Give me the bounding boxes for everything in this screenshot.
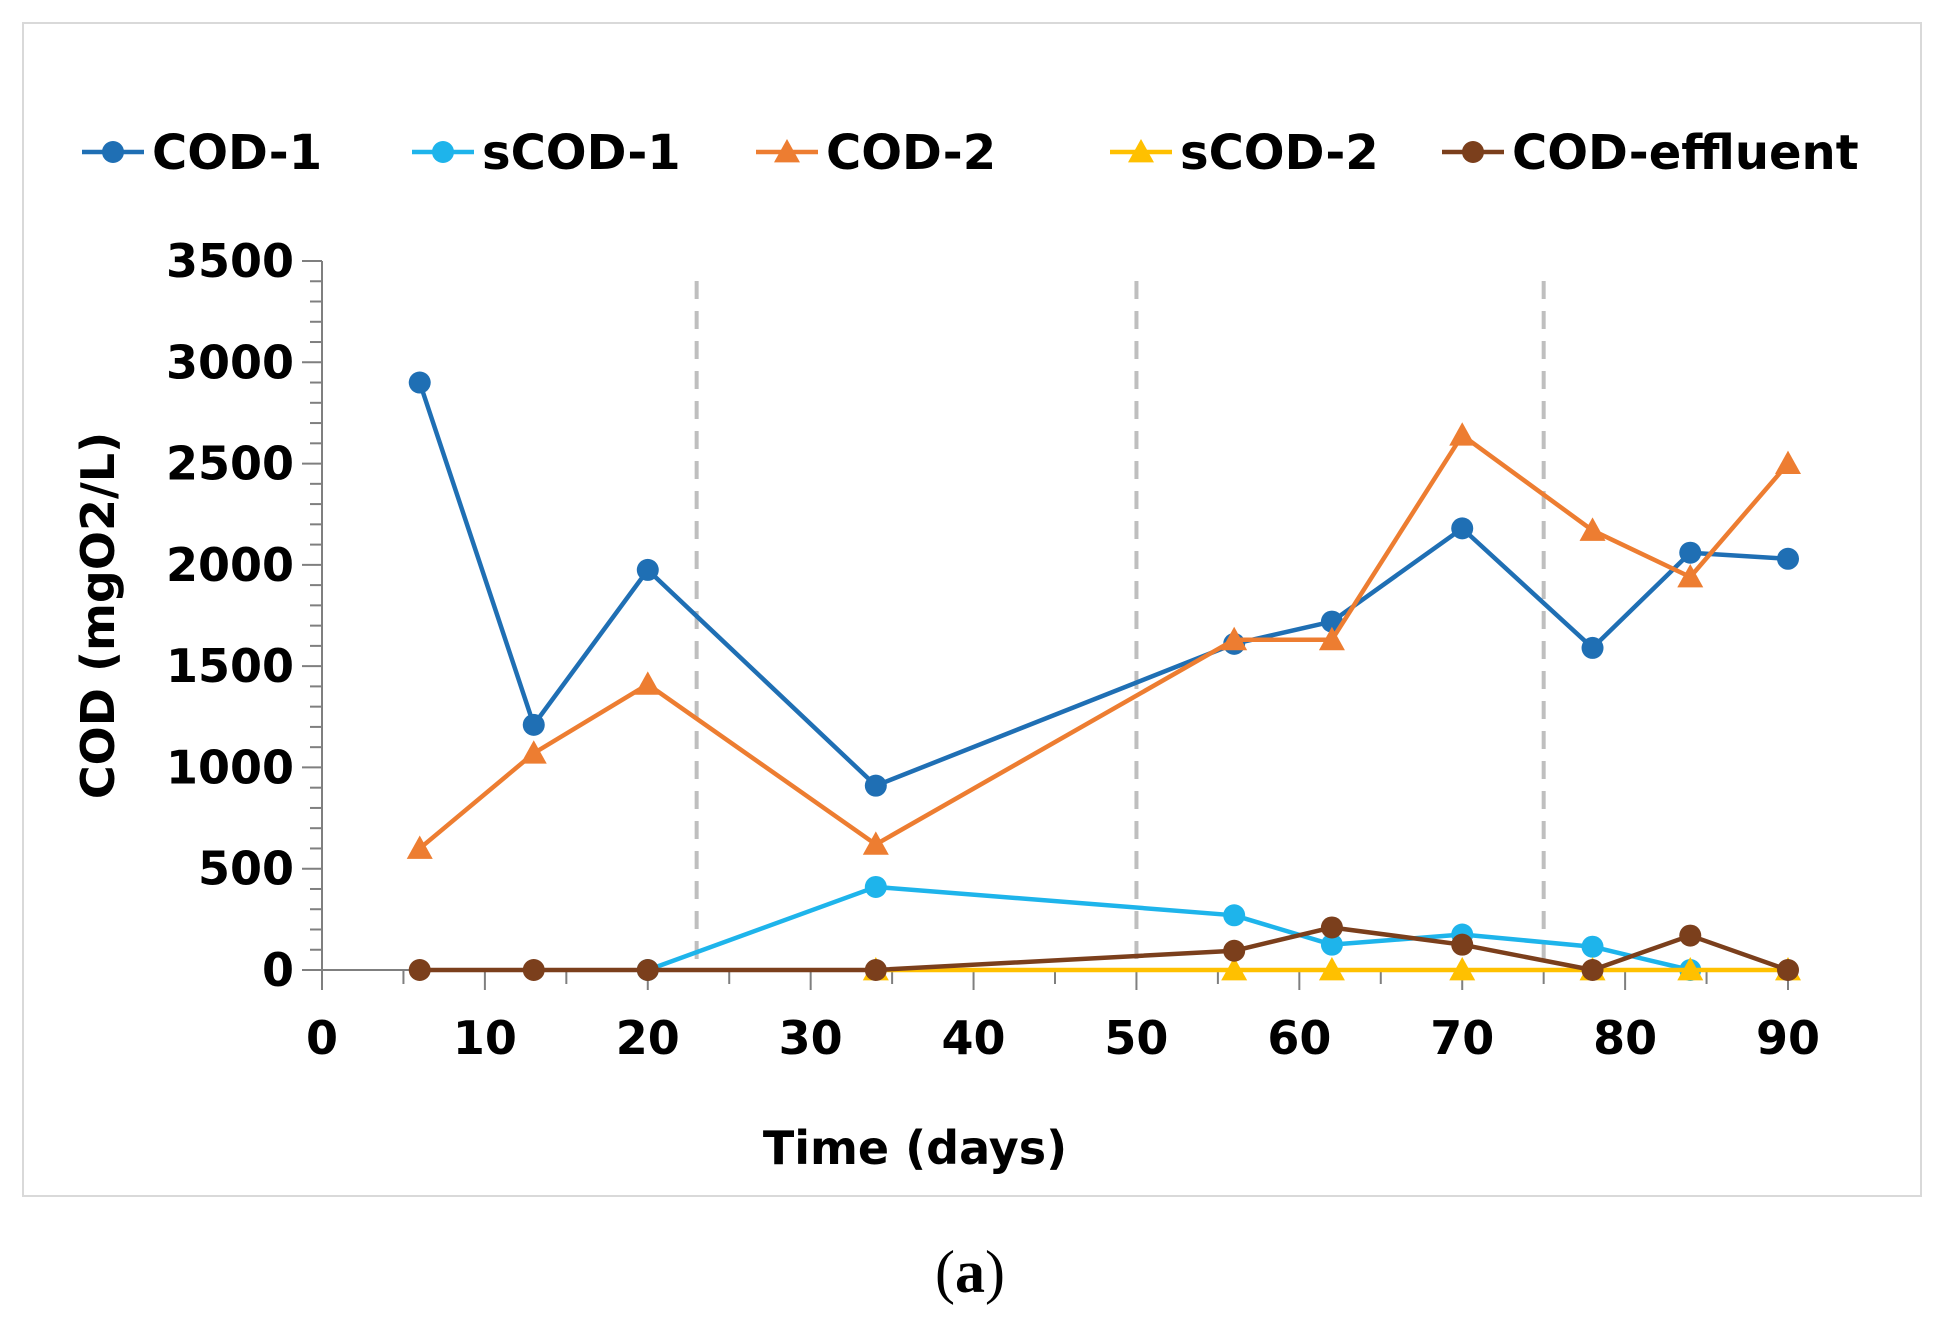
x-tick-label: 0 (306, 1011, 338, 1065)
y-tick-label: 1500 (166, 639, 294, 693)
data-point-scod-2 (1221, 957, 1248, 981)
y-axis-title: COD (mgO2/L) (71, 432, 125, 799)
data-point-cod-effluent (1679, 924, 1702, 947)
legend: COD-1 sCOD-1 COD-2 sCOD-2 COD-effluent (82, 125, 1859, 181)
x-tick-label: 10 (453, 1011, 517, 1065)
x-tick-label: 30 (779, 1011, 843, 1065)
data-point-cod-effluent (522, 959, 545, 981)
panel-label-letter: a (955, 1239, 985, 1305)
panel-label-open: ( (935, 1239, 955, 1305)
chart-frame: 0 500 1000 1500 2000 2500 3000 3500 0 10 20 30 40 50 6… (22, 22, 1922, 1197)
data-point-cod-effluent (1581, 959, 1604, 981)
y-tick-label: 3000 (166, 335, 294, 389)
data-point-cod-2 (1775, 450, 1801, 474)
y-tick-label: 2500 (166, 437, 294, 491)
data-point-cod-1 (1777, 547, 1799, 570)
data-point-cod-2 (406, 835, 433, 859)
legend-swatch-marker-cod-2 (774, 139, 800, 163)
data-point-cod-2 (862, 831, 889, 855)
x-tick-label: 60 (1267, 1011, 1331, 1065)
data-point-cod-1 (1679, 541, 1702, 564)
x-tick-label: 40 (942, 1011, 1006, 1065)
data-point-scod-1 (1223, 904, 1246, 927)
legend-label-cod-1: COD-1 (152, 125, 322, 181)
y-tick-label: 1000 (166, 740, 294, 794)
legend-label-scod-1: sCOD-1 (482, 125, 681, 181)
series-cod-1 (408, 371, 1799, 797)
data-point-cod-1 (408, 371, 431, 394)
data-point-cod-1 (1451, 517, 1474, 540)
data-point-scod-1 (1581, 935, 1604, 958)
axes-group: 0 500 1000 1500 2000 2500 3000 3500 0 10 20 30 40 50 6… (71, 234, 1820, 1175)
data-point-cod-effluent (636, 959, 659, 981)
data-point-cod-effluent (1320, 916, 1343, 939)
data-point-cod-effluent (408, 959, 431, 981)
data-point-cod-2 (1677, 564, 1704, 588)
series-cod-effluent (408, 916, 1799, 981)
panel-label: (a) (0, 1238, 1940, 1307)
y-tick-label: 500 (198, 842, 294, 896)
data-point-cod-1 (1581, 636, 1604, 659)
x-tick-label: 70 (1430, 1011, 1494, 1065)
data-point-cod-2 (1449, 422, 1476, 446)
data-point-cod-2 (1579, 517, 1606, 541)
data-point-cod-effluent (1223, 939, 1246, 962)
legend-swatch-marker-cod-1 (102, 141, 124, 163)
data-point-cod-2 (1318, 626, 1345, 651)
data-point-cod-effluent (1777, 959, 1799, 981)
legend-label-cod-effluent: COD-effluent (1512, 125, 1859, 181)
data-point-cod-1 (864, 774, 887, 797)
data-point-scod-2 (1318, 957, 1345, 981)
series-line-cod-effluent (419, 925, 1789, 973)
y-tick-label: 3500 (166, 234, 294, 288)
series-cod-2 (406, 422, 1801, 859)
y-tick-label: 2000 (166, 538, 294, 592)
data-point-cod-effluent (1451, 933, 1474, 956)
data-point-scod-1 (864, 875, 887, 898)
x-tick-label: 20 (616, 1011, 680, 1065)
series-scod-1 (636, 875, 1702, 981)
data-point-scod-2 (1449, 957, 1476, 981)
series-line-cod-2 (418, 432, 1790, 851)
legend-swatch-marker-cod-effluent (1462, 141, 1484, 163)
data-point-cod-2 (1221, 626, 1248, 651)
data-point-cod-1 (636, 558, 659, 581)
x-tick-label: 50 (1104, 1011, 1168, 1065)
x-tick-label: 80 (1593, 1011, 1657, 1065)
legend-swatch-marker-scod-2 (1128, 139, 1154, 163)
data-point-scod-2 (1677, 957, 1704, 981)
data-point-cod-1 (522, 713, 545, 736)
y-tick-label: 0 (262, 943, 294, 997)
data-point-cod-2 (520, 740, 547, 764)
x-axis-title: Time (days) (763, 1121, 1067, 1175)
legend-label-scod-2: sCOD-2 (1180, 125, 1379, 181)
cod-line-chart: 0 500 1000 1500 2000 2500 3000 3500 0 10 20 30 40 50 6… (71, 125, 1859, 1175)
legend-swatch-marker-scod-1 (432, 141, 454, 163)
series-line-cod-1 (417, 381, 1789, 788)
panel-label-close: ) (985, 1239, 1005, 1305)
data-point-scod-1 (1320, 933, 1343, 956)
data-point-cod-2 (634, 671, 661, 695)
series-scod-2 (862, 957, 1801, 981)
x-tick-label: 90 (1756, 1011, 1820, 1065)
legend-label-cod-2: COD-2 (826, 125, 996, 181)
data-point-cod-effluent (864, 959, 887, 981)
